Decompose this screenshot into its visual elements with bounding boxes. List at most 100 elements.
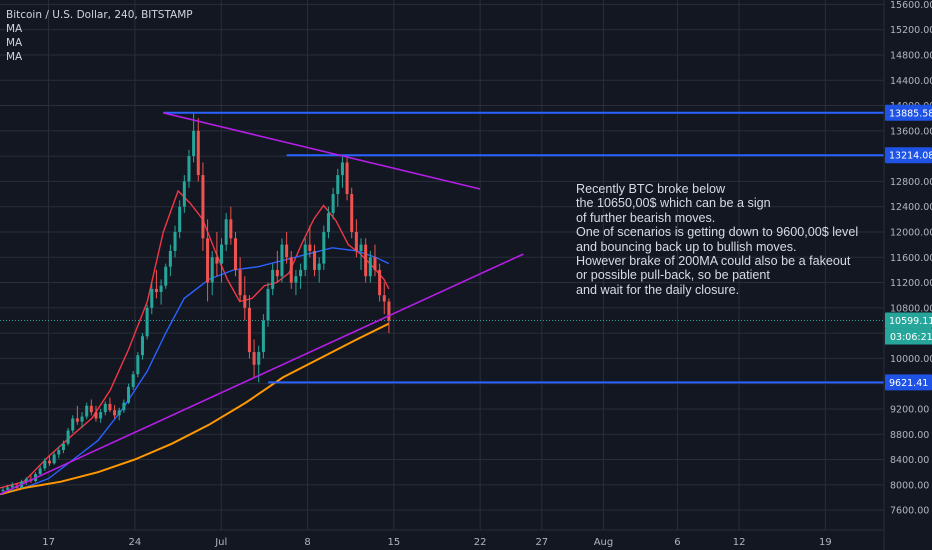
candle-body [159, 285, 163, 293]
trendlines[interactable] [0, 112, 524, 496]
candle-body [368, 257, 372, 277]
indicator-ma-2[interactable]: MA [6, 37, 23, 49]
candle-body [266, 288, 270, 321]
price-tick-label: 12800.00 [890, 177, 932, 188]
time-tick-label: 22 [474, 537, 487, 548]
candle-body [271, 269, 275, 289]
candle-body [285, 244, 289, 258]
candle-body [201, 175, 205, 239]
candle-body [224, 219, 228, 245]
time-tick-label: 6 [674, 537, 680, 548]
candle-body [294, 276, 298, 283]
candle-body [140, 336, 144, 356]
price-tick-label: 15600.00 [890, 0, 932, 11]
current-price-label-countdown: 03:06:21 [890, 332, 932, 343]
note-line: However brake of 200MA could also be a f… [576, 254, 851, 269]
candle-body [99, 412, 103, 419]
candle-body [24, 479, 28, 482]
candle-body [252, 352, 256, 365]
candle-body [280, 244, 284, 277]
time-tick-label: Aug [594, 537, 614, 548]
candle-body [113, 410, 117, 416]
time-tick-label: 24 [129, 537, 142, 548]
candle-body [85, 405, 89, 417]
candle-body [326, 213, 330, 232]
note-line: and wait for the daily closure. [576, 282, 740, 297]
price-tick-label: 7600.00 [890, 506, 929, 517]
candle-body [308, 244, 312, 251]
candle-body [173, 231, 177, 251]
candle-body [108, 403, 112, 411]
candle-body [150, 288, 154, 308]
level-price-label-box [885, 147, 932, 164]
analysis-text-note[interactable]: Recently BTC broke below the 10650,00$ w… [576, 182, 876, 297]
price-axis[interactable]: 15600.0015200.0014800.0014400.0014000.00… [890, 0, 932, 517]
horizontal-levels[interactable] [0, 111, 884, 384]
time-tick-label: 19 [819, 537, 832, 548]
price-tick-label: 10800.00 [890, 303, 932, 314]
time-tick-label: 15 [387, 537, 400, 548]
level-price-label: 9621.41 [889, 378, 928, 389]
candle-body [215, 257, 219, 264]
candle-body [350, 194, 354, 232]
candle-body [43, 460, 47, 469]
trendline [0, 253, 524, 496]
candle-body [178, 206, 182, 232]
price-tick-label: 11600.00 [890, 253, 932, 264]
candle-body [247, 307, 251, 353]
candle-body [103, 403, 107, 413]
price-tick-label: 12000.00 [890, 227, 932, 238]
trendline [163, 112, 481, 190]
candle-body [196, 130, 200, 176]
candle-body [71, 418, 75, 431]
candle-body [187, 156, 191, 182]
symbol-title[interactable]: Bitcoin / U.S. Dollar, 240, BITSTAMP [6, 9, 193, 21]
candle-body [89, 405, 93, 413]
moving-average-line-3 [0, 322, 390, 496]
current-price-label: 10599.11 [889, 316, 932, 327]
candle-body [117, 410, 121, 416]
candle-body [387, 301, 391, 321]
candle-body [164, 266, 168, 286]
price-tick-label: 13600.00 [890, 126, 932, 137]
level-price-label: 13214.08 [889, 151, 932, 162]
candle-body [303, 244, 307, 270]
price-tick-label: 11200.00 [890, 278, 932, 289]
time-tick-label: 8 [304, 537, 310, 548]
time-tick-label: Jul [214, 537, 227, 548]
level-price-label-box [885, 374, 932, 391]
candle-body [364, 244, 368, 277]
candle-body [345, 162, 349, 195]
candle-body [373, 257, 377, 270]
indicator-ma-1[interactable]: MA [6, 23, 23, 35]
candle-body [257, 352, 261, 365]
candle-body [66, 430, 70, 444]
candle-body [233, 238, 237, 270]
candle-body [127, 386, 131, 403]
indicator-ma-3[interactable]: MA [6, 51, 23, 63]
candle-body [61, 443, 65, 451]
candles [1, 112, 391, 495]
candle-body [238, 269, 242, 296]
candle-body [38, 468, 42, 475]
candle-body [47, 460, 51, 464]
candle-body [299, 269, 303, 277]
candle-body [275, 269, 279, 277]
candle-body [322, 231, 326, 264]
candle-body [145, 307, 149, 337]
grid-lines [0, 0, 884, 530]
candle-body [336, 175, 340, 195]
note-line: or possible pull-back, so be patient [576, 268, 770, 283]
candle-body [229, 219, 233, 239]
price-tick-label: 14800.00 [890, 50, 932, 61]
candle-body [261, 320, 265, 353]
candle-body [136, 355, 140, 375]
note-line: of further bearish moves. [576, 210, 716, 225]
candle-body [359, 244, 363, 251]
candle-body [289, 257, 293, 283]
candle-body [192, 130, 196, 157]
time-axis[interactable]: 17 24 Jul 8 15 22 27 Aug 6 12 19 [42, 537, 832, 548]
price-tick-label: 9200.00 [890, 404, 929, 415]
